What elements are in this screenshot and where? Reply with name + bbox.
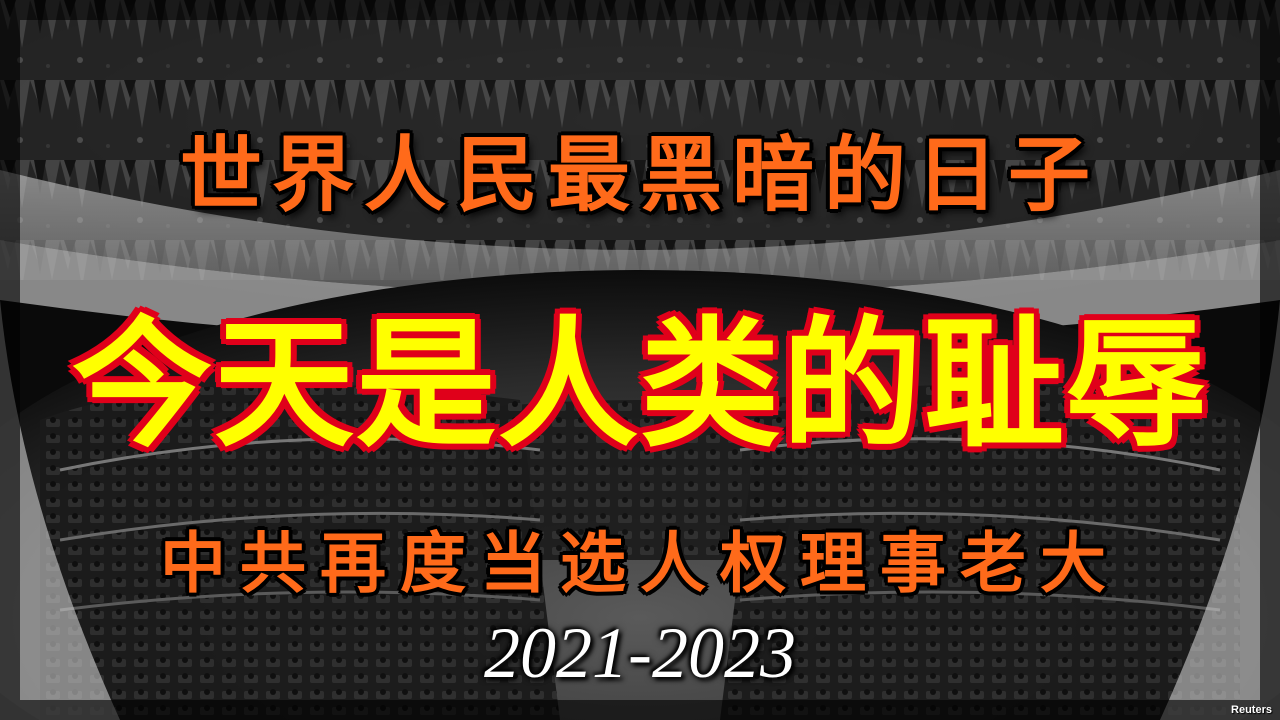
right-wall xyxy=(1160,300,1280,720)
headline-top: 世界人民最黑暗的日子 xyxy=(178,127,1100,225)
year-range: 2021-2023 xyxy=(484,613,796,693)
left-wall xyxy=(0,300,120,720)
ceiling-ring xyxy=(0,170,1280,295)
seating-right xyxy=(720,384,1240,720)
headline-sub: 中共再度当选人权理事老大 xyxy=(159,524,1120,604)
headline-main: 今天是人类的耻辱 xyxy=(69,302,1208,470)
photo-credit: Reuters xyxy=(1231,704,1272,716)
seating-left xyxy=(40,384,560,720)
seating-center xyxy=(460,400,820,560)
